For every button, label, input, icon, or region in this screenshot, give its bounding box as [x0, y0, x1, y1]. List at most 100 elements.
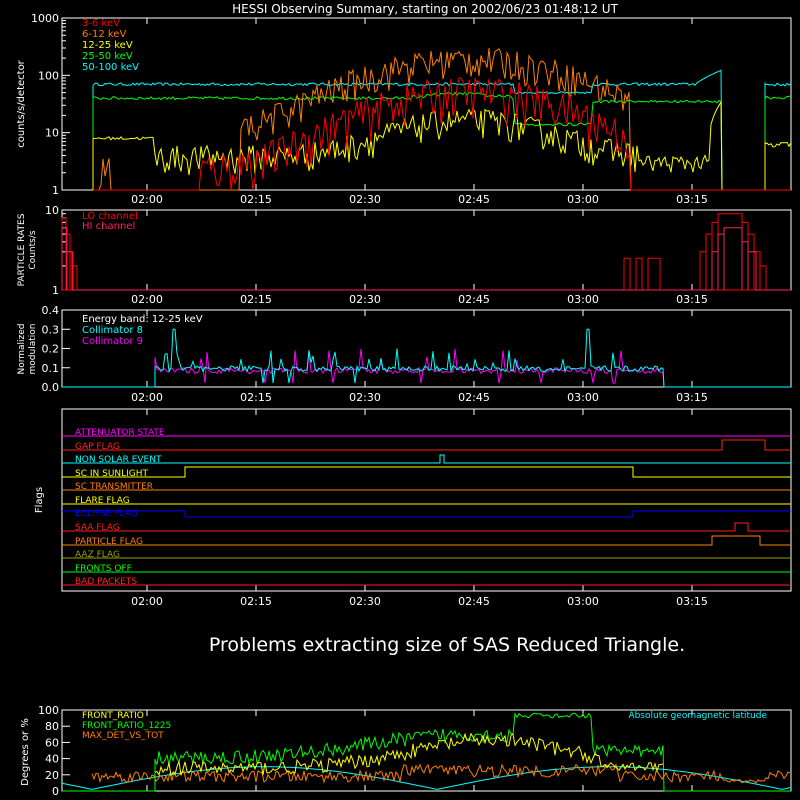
y-tick-label: 80	[45, 720, 59, 733]
y-tick-label: 0	[52, 785, 59, 798]
panel-frame	[61, 709, 792, 792]
front-ratio-line	[154, 732, 664, 777]
x-tick-label: 02:30	[349, 193, 381, 206]
y-tick-label: 0.4	[42, 304, 60, 317]
legend-entry: 25-50 keV	[82, 51, 133, 62]
y-tick-label: 1000	[31, 12, 59, 25]
ratios-panel: 0 20 40 60 80 100 Degrees or % FRONT_RATIOFRONT…	[20, 704, 792, 798]
collimator-9-line	[62, 348, 791, 388]
flag-label: FLARE FLAG	[75, 496, 130, 506]
legend-entry: 6-12 keV	[82, 29, 126, 40]
x-tick-label: 02:15	[240, 595, 272, 608]
y-axis-label: Flags	[34, 487, 45, 513]
y-tick-label: 40	[45, 753, 59, 766]
panel-frame	[61, 17, 792, 191]
legend-entry: MAX_DET_VS_TOT	[82, 731, 164, 741]
flag-label: PARTICLE FLAG	[75, 537, 143, 547]
x-tick-label: 03:15	[676, 193, 708, 206]
count-rates-panel: 02:00 02:15 02:30 02:45 03:00 03:15 1 10 100 1000…	[16, 12, 792, 206]
legend-entry: FRONT_RATIO	[82, 711, 144, 721]
flag-label: FRONTS OFF	[75, 564, 132, 574]
y-tick-label: 1	[52, 184, 59, 197]
hi-channel-line	[61, 227, 791, 291]
flag-line	[62, 439, 791, 451]
legend-entry: 12-25 keV	[82, 40, 133, 51]
x-tick-label: 02:00	[131, 193, 163, 206]
x-tick-label: 02:15	[240, 193, 272, 206]
x-tick-label: 02:45	[458, 193, 490, 206]
series-3-6kev-line	[93, 77, 791, 191]
flag-label: ECLIPSE FLAG	[75, 509, 138, 519]
x-tick-label: 03:15	[676, 595, 708, 608]
x-tick-label: 03:15	[676, 293, 708, 306]
y-tick-label: 0.1	[42, 362, 60, 375]
energy-band-note: Energy band: 12-25 keV	[82, 314, 203, 325]
flag-label: NON SOLAR EVENT	[75, 455, 162, 465]
flag-label: BAD PACKETS	[75, 577, 137, 587]
x-tick-label: 02:00	[131, 391, 163, 404]
y-tick-label: 0.0	[42, 381, 60, 394]
legend-entry: 3-6 keV	[82, 18, 120, 29]
x-tick-label: 02:15	[240, 293, 272, 306]
x-tick-label: 02:30	[349, 595, 381, 608]
geomagnetic-latitude-line	[61, 766, 792, 790]
y-axis-label: Normalized	[17, 323, 27, 374]
y-tick-label: 1	[52, 284, 59, 297]
y-axis-label-2: Counts/s	[28, 230, 38, 269]
legend-entry: HI channel	[82, 221, 135, 232]
x-tick-label: 02:45	[458, 391, 490, 404]
y-axis-label: Degrees or %	[20, 718, 31, 786]
legend-entry: 50-100 keV	[82, 62, 139, 73]
series-12-25kev-line	[92, 100, 792, 191]
y-tick-label: 0.2	[42, 343, 60, 356]
max-det-vs-tot-line	[91, 763, 791, 784]
y-tick-label: 100	[38, 704, 59, 717]
y-tick-label: 100	[38, 69, 59, 82]
front-ratio-1225-line	[62, 712, 791, 792]
legend-entry: FRONT_RATIO_1225	[82, 721, 171, 731]
plot-title: HESSI Observing Summary, starting on 200…	[232, 2, 618, 16]
legend-entry: LO channel	[82, 211, 138, 222]
flag-label: SC TRANSMITTER	[75, 482, 153, 492]
x-tick-label: 03:00	[567, 193, 599, 206]
y-tick-label: 20	[45, 769, 59, 782]
legend-entry: Collimator 8	[82, 325, 143, 336]
x-tick-label: 02:45	[458, 293, 490, 306]
legend-entry: Collimator 9	[82, 336, 143, 347]
flag-line	[62, 522, 791, 532]
x-tick-label: 02:15	[240, 391, 272, 404]
flags-panel: 02:00 02:15 02:30 02:45 03:00 03:15 Flags ATTEN…	[34, 408, 792, 608]
flag-line	[62, 510, 791, 518]
x-tick-label: 03:00	[567, 595, 599, 608]
x-tick-label: 03:15	[676, 391, 708, 404]
x-tick-label: 02:30	[349, 293, 381, 306]
flag-line	[62, 535, 791, 546]
flag-label: ATTENUATOR STATE	[75, 428, 165, 438]
y-axis-label: counts/s/detector	[16, 59, 27, 147]
flag-label: SC IN SUNLIGHT	[75, 469, 149, 479]
x-tick-label: 03:00	[567, 391, 599, 404]
series-25-50kev-line	[92, 91, 792, 191]
y-tick-label: 60	[45, 736, 59, 749]
collimator-8-line	[62, 328, 791, 388]
y-axis-label: PARTICLE RATES	[17, 213, 27, 286]
flag-label: GAP FLAG	[75, 442, 120, 452]
flag-label: SAA FLAG	[75, 523, 120, 533]
legend-entry: Absolute geomagnetic latitude	[628, 711, 767, 721]
y-axis-label-2: modulation	[28, 324, 38, 375]
sas-message: Problems extracting size of SAS Reduced …	[209, 634, 685, 656]
flag-line	[62, 466, 791, 478]
x-tick-label: 02:00	[131, 595, 163, 608]
flag-line	[62, 454, 791, 464]
panel-frame	[61, 408, 792, 592]
x-tick-label: 02:45	[458, 595, 490, 608]
lo-channel-line	[61, 217, 791, 291]
y-tick-label: 10	[45, 127, 59, 140]
flag-label: AAZ FLAG	[75, 550, 120, 560]
modulation-panel: 02:00 02:15 02:30 02:45 03:00 03:15 0.0 0.1 0.2 0…	[17, 304, 792, 404]
x-tick-label: 03:00	[567, 293, 599, 306]
x-tick-label: 02:00	[131, 293, 163, 306]
